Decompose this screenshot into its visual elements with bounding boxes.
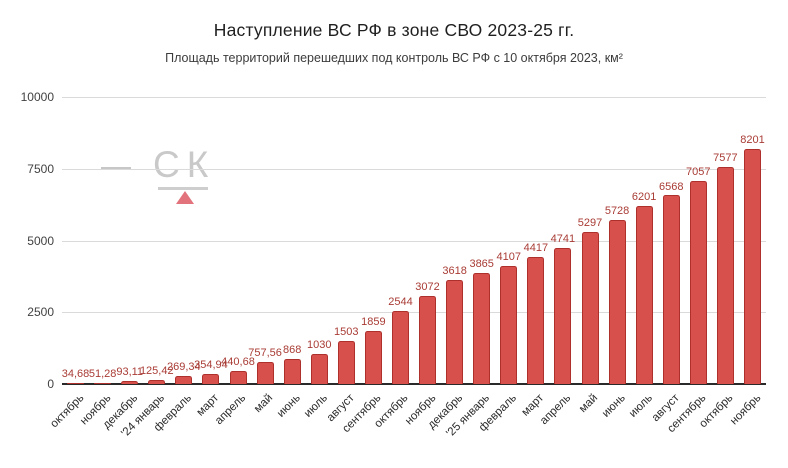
x-axis-line [62,383,766,385]
bar-value-label: 5728 [604,204,630,217]
bar [337,340,355,384]
bar-value-label: 2544 [388,296,413,308]
bar-value-label: 3618 [442,265,467,278]
bar [662,195,680,384]
bar [689,181,707,384]
y-axis-label: 0 [47,377,54,391]
page-subtitle: Площадь территорий перешедших под контро… [165,51,623,65]
bar-value-label: 5297 [577,216,603,229]
bar-value-label: 7057 [686,166,711,179]
bar-value-label: 34,68 [61,367,90,380]
bar [364,330,382,384]
bar [554,247,572,384]
bar-value-label: 7577 [713,151,738,164]
bar [635,206,653,384]
bar [94,382,112,384]
gridline [62,312,766,314]
bar [581,231,599,384]
bar [202,373,220,384]
bar [500,266,518,384]
bar [608,219,626,384]
bar-value-label: 757,56 [248,347,282,360]
bar [473,273,491,384]
bar [446,280,464,384]
x-axis-label: октябрь [47,392,87,431]
bar-value-label: 93,11 [116,366,144,379]
bar-value-label: 3865 [469,258,494,271]
bar-value-label: 1859 [361,315,386,328]
x-axis-label: май [577,392,601,416]
y-axis-label: 7500 [27,161,54,176]
bar [121,381,139,384]
bar-value-label: 8201 [740,133,765,146]
bar-value-label: 1503 [334,325,359,338]
gridline [62,240,766,242]
x-axis: октябрь ноябрь декабрь '24 январь февраль мар… [48,384,766,468]
bar [743,148,761,384]
bar-value-label: 354,94 [194,358,228,371]
bar-value-label: 6568 [658,180,684,193]
bar-value-label: 3072 [415,280,440,293]
bar-value-label: 269,34 [167,361,201,374]
gridline [62,168,766,170]
bar [716,166,734,384]
x-axis-label: июнь [274,392,303,420]
bar-value-label: 1030 [306,339,332,352]
y-axis-label: 2500 [27,305,54,320]
bar [175,376,193,384]
bar [310,354,328,384]
bar [391,310,409,384]
y-axis-label: 10000 [20,90,54,104]
bar-value-label: 4417 [523,242,549,255]
bar [256,362,274,384]
y-axis-label: 5000 [27,233,54,248]
bar [527,257,545,384]
bar [67,382,85,384]
bar [148,380,166,384]
bar-value-label: 4741 [550,232,576,245]
bar-value-label: 125,42 [139,365,174,378]
bar [229,371,247,384]
bar-value-label: 6201 [631,191,657,204]
gridline [62,97,766,98]
x-axis-label: июнь [599,392,628,420]
bar-value-label: 868 [282,344,302,357]
bar-value-label: 4107 [496,251,522,264]
x-axis-label: май [252,392,276,416]
plot-area: 34,68 51,28 93,11 125,42 269,34 354,94 440,68 7… [61,97,766,385]
bar [283,359,301,384]
page-title: Наступление ВС РФ в зоне СВО 2023-25 гг. [213,20,575,40]
bar [419,295,437,384]
bar-value-label: 51,28 [88,367,117,380]
bar-value-label: 440,68 [221,356,255,369]
